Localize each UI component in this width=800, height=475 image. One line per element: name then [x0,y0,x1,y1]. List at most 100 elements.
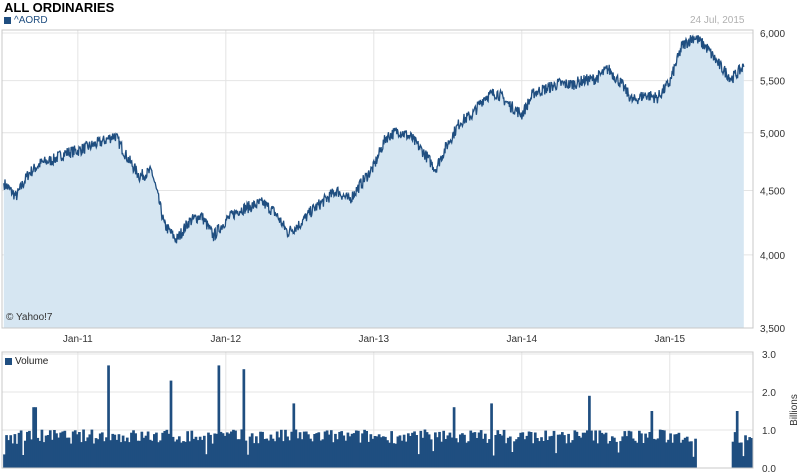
volume-bar [606,443,610,468]
volume-bar [215,433,219,468]
volume-bar [561,432,564,468]
volume-bar [367,441,371,468]
volume-bar [163,431,167,468]
volume-bar [600,432,604,468]
volume-bar [656,438,660,468]
volume-bar [298,432,302,468]
volume-bar [581,432,585,468]
volume-bar [735,411,739,468]
volume-bar [658,429,662,468]
volume-bar [671,442,675,468]
volume-bar [396,436,400,468]
volume-bar [575,431,579,468]
volume-bar [623,431,627,468]
volume-bar [304,431,308,468]
volume-bar [508,436,512,468]
volume-bar [517,437,520,468]
volume-bar [669,433,672,468]
x-axis: Jan-11 Jan-12 Jan-13 Jan-14 Jan-15 [63,334,686,345]
volume-bar [690,441,693,468]
volume-bar [284,429,287,468]
volume-bar [477,432,481,468]
volume-bar [13,434,17,468]
volume-bar [155,432,158,468]
volume-bar [635,442,639,468]
volume-bar [492,455,495,468]
volume-bar [113,434,117,468]
volume-bar [379,437,383,468]
volume-bar [340,431,344,468]
volume-bar [213,433,217,468]
volume-bar [663,430,666,468]
volume-bar [675,434,679,468]
volume-bar [638,430,641,468]
volume-bar [369,434,373,468]
volume-bar [456,442,460,468]
volume-bar [26,431,29,468]
volume-bar [427,434,431,468]
volume-bar [594,430,597,468]
volume-bar [459,434,462,468]
volume-bar [86,437,90,468]
volume-bar [109,440,112,468]
volume-bar [269,434,273,468]
volume-bar [521,432,525,468]
volume-bar [452,407,456,468]
copyright-text: © Yahoo!7 [6,312,53,323]
volume-bar [265,438,269,468]
volume-bar [200,439,204,468]
volume-bar [506,437,510,468]
volume-bar [290,431,294,468]
volume-bar [117,434,121,468]
volume-bar [465,442,468,468]
volume-bar [513,441,516,468]
volume-bar [19,430,23,468]
volume-bar [315,433,319,468]
volume-bar [554,453,558,468]
volume-legend[interactable]: Volume [5,356,48,367]
volume-bar [332,442,335,468]
volume-bar [542,441,545,468]
volume-bar [402,434,406,468]
volume-bar [82,429,85,468]
volume-bar [629,431,633,468]
volume-bar [232,429,235,468]
price-y-tick: 4,500 [760,186,785,197]
volume-bar [388,442,391,468]
volume-bar [313,434,316,468]
volume-bar [275,431,279,468]
volume-bar [673,434,677,468]
legend-ticker[interactable]: ^AORD [4,15,48,26]
volume-bar [238,439,242,468]
volume-bar [198,436,202,468]
volume-bar [486,442,489,468]
volume-bar [46,435,50,468]
volume-bar [475,438,479,468]
volume-bar [359,442,362,468]
volume-bar [544,430,548,468]
volume-bar [157,442,160,468]
chart-date: 24 Jul, 2015 [690,15,745,26]
volume-bar [329,430,333,468]
volume-bar [488,439,491,468]
volume-bar [419,430,423,468]
volume-bar [431,451,435,468]
volume-bar [694,438,697,468]
volume-bar [119,442,123,468]
volume-bar [436,437,439,468]
volume-bar [267,440,271,468]
volume-bar [3,454,6,468]
volume-bar [502,429,506,468]
volume-bar [180,442,183,468]
volume-bar [307,434,310,468]
volume-bar [128,442,131,468]
volume-bar [144,435,148,468]
volume-unit-label: Billions [789,394,800,426]
volume-bar [234,430,237,468]
volume-bar [565,443,568,468]
x-tick-label: Jan-14 [506,334,537,345]
volume-bar [552,430,556,468]
volume-bar [48,430,52,468]
volume-bar [59,432,63,468]
volume-bar [323,431,327,468]
